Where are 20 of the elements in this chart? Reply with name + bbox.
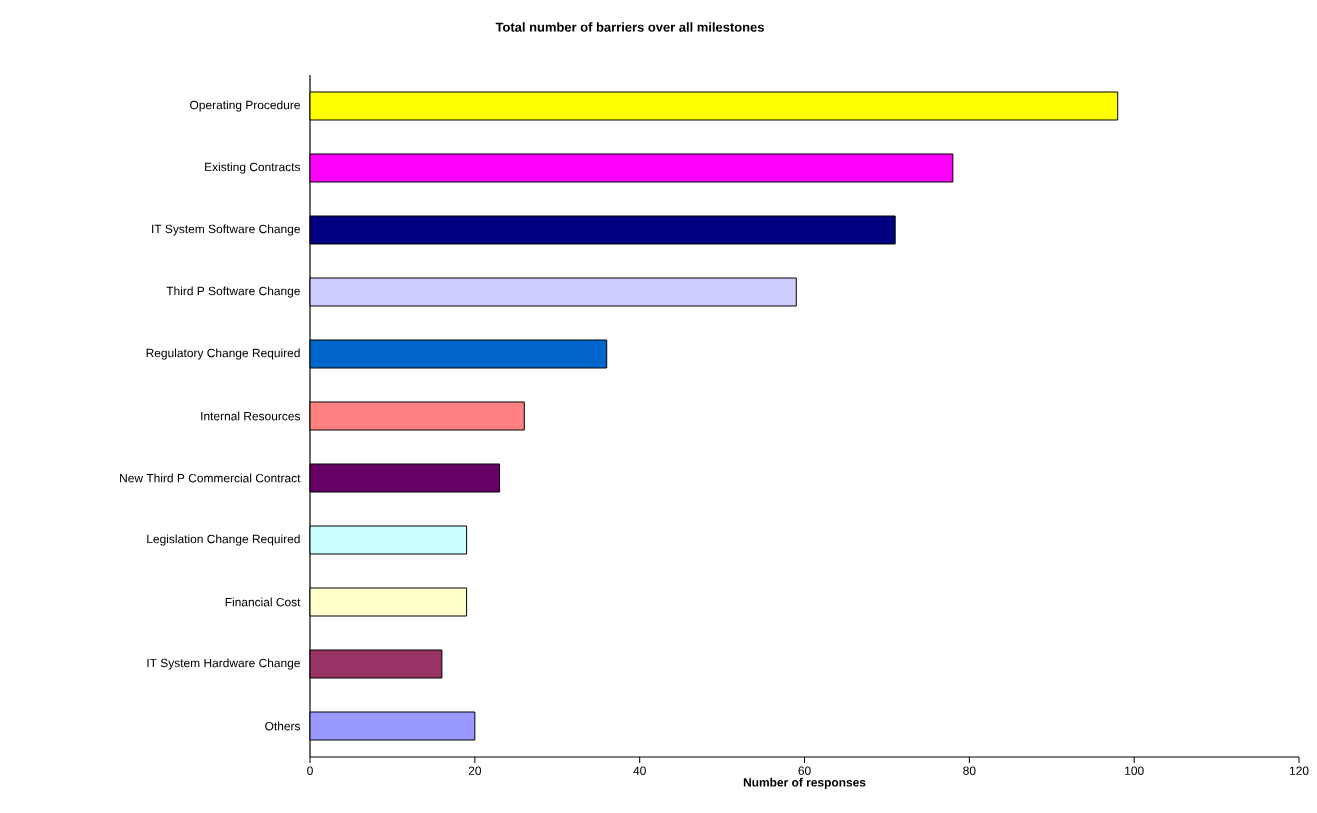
y-tick-label: Regulatory Change Required bbox=[146, 348, 300, 360]
x-axis-title: Number of responses bbox=[743, 777, 866, 789]
x-tick-label: 120 bbox=[1289, 766, 1309, 775]
y-tick-label: Internal Resources bbox=[201, 411, 301, 421]
x-tick-label: 20 bbox=[468, 766, 482, 775]
chart-title: Total number of barriers over all milestones bbox=[495, 22, 764, 32]
x-tick-label: 80 bbox=[963, 766, 976, 775]
y-tick-label: Legislation Change Required bbox=[147, 534, 300, 546]
x-tick-label: 60 bbox=[798, 766, 811, 775]
y-tick-label: Others bbox=[265, 721, 301, 731]
y-tick-label: IT System Hardware Change bbox=[147, 658, 300, 670]
y-tick-label: IT System Software Change bbox=[152, 224, 300, 236]
y-tick-label: Existing Contracts bbox=[205, 162, 301, 174]
x-tick-label: 100 bbox=[1125, 766, 1144, 775]
y-tick-label: Third P Software Change bbox=[166, 286, 300, 298]
x-tick-label: 40 bbox=[633, 766, 646, 775]
y-tick-label: Financial Cost bbox=[225, 597, 301, 607]
y-tick-label: New Third P Commercial Contract bbox=[120, 473, 301, 483]
y-tick-label: Operating Procedure bbox=[190, 100, 300, 112]
x-tick-label: 0 bbox=[307, 766, 313, 775]
